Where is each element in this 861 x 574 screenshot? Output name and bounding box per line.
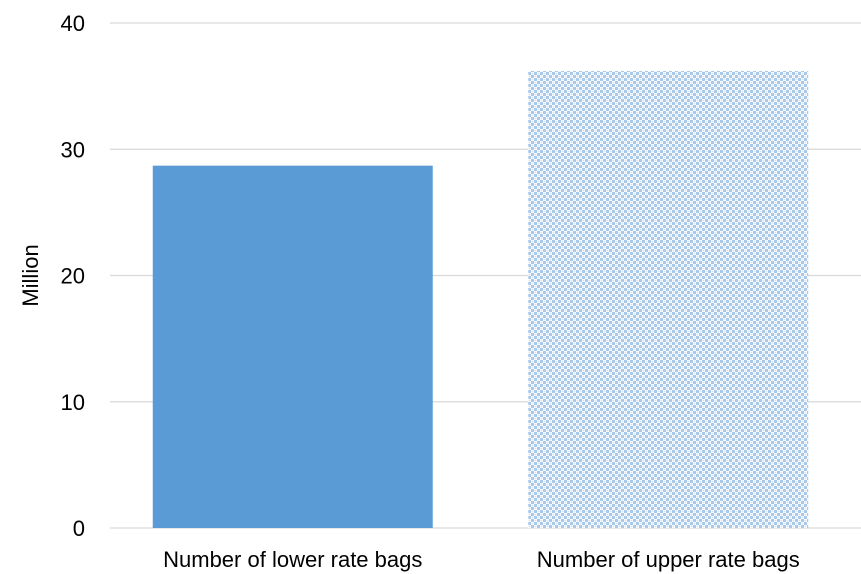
- category-labels: Number of lower rate bags Number of upper…: [163, 547, 800, 572]
- category-label: Number of upper rate bags: [537, 547, 800, 572]
- y-tick-label: 0: [73, 516, 85, 541]
- category-label: Number of lower rate bags: [163, 547, 422, 572]
- bars: [152, 70, 809, 528]
- y-axis-title: Million: [18, 244, 43, 306]
- bar: [528, 70, 809, 528]
- y-tick-label: 20: [61, 264, 85, 289]
- y-tick-label: 40: [61, 11, 85, 36]
- y-tick-label: 10: [61, 390, 85, 415]
- bar: [152, 165, 433, 528]
- y-tick-label: 30: [61, 137, 85, 162]
- y-tick-labels: 0 10 20 30 40: [61, 11, 85, 541]
